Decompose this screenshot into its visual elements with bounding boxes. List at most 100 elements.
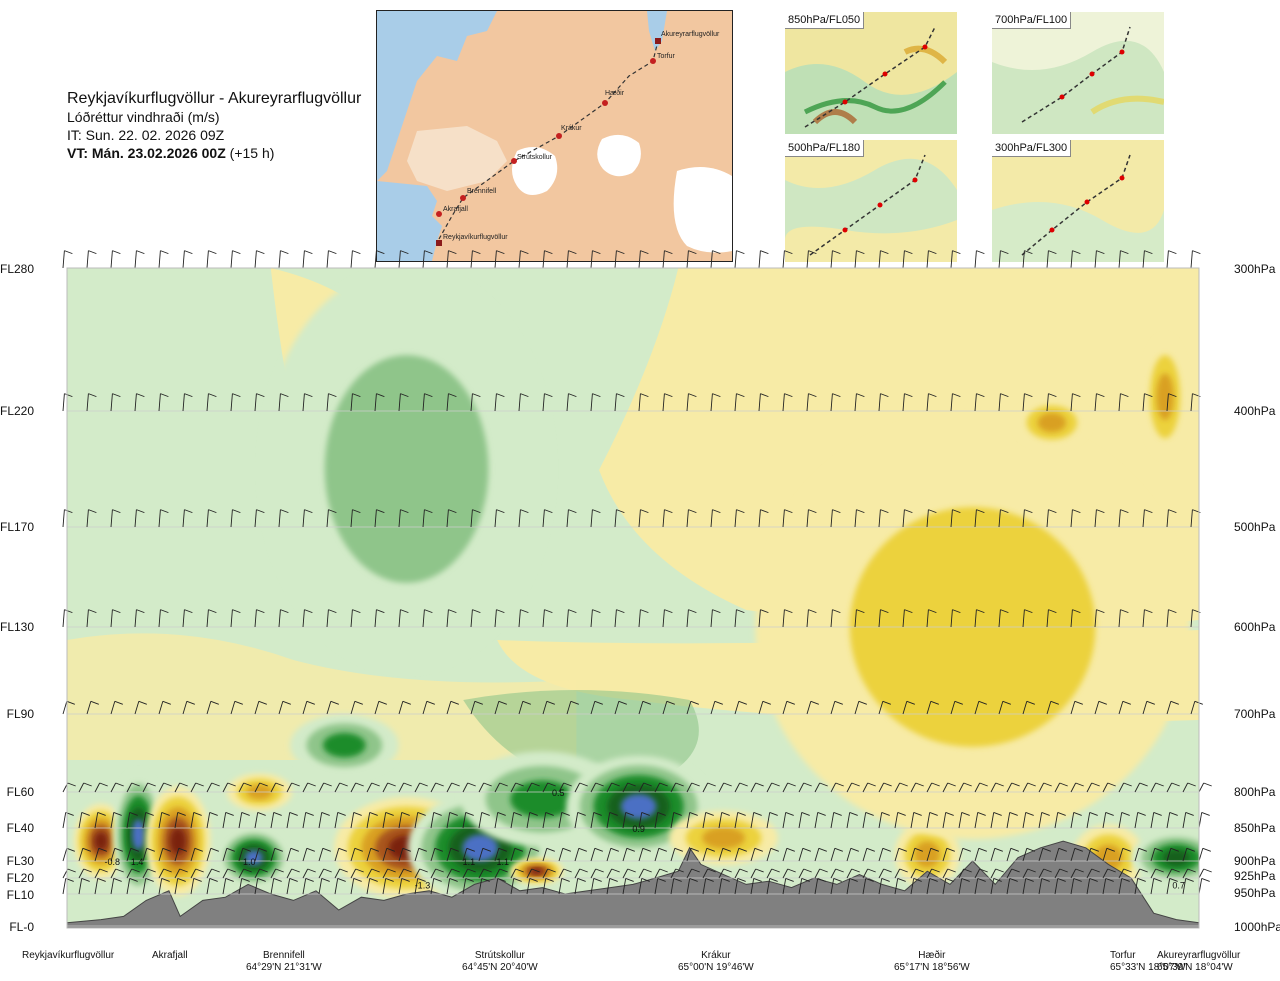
wind-barb (62, 509, 65, 528)
wind-barb (566, 701, 572, 715)
wind-barb-feather (498, 700, 507, 705)
chart-title: Reykjavíkurflugvöllur - Akureyrarflugvöl… (67, 90, 362, 107)
wind-barb (1190, 250, 1193, 269)
wind-barb (350, 393, 353, 412)
wind-barb-feather (546, 700, 555, 705)
wind-barb (734, 868, 741, 879)
wind-barb (158, 848, 164, 862)
wind-barb (1070, 701, 1076, 715)
wind-barb-feather (371, 782, 380, 787)
wind-barb-feather (899, 782, 908, 787)
wind-barb (686, 701, 692, 715)
wind-barb (446, 848, 452, 862)
wind-blob-17-ring-0 (1143, 337, 1187, 457)
wind-barb (510, 878, 515, 895)
wind-barb-feather (723, 782, 732, 787)
wind-barb (702, 878, 707, 895)
wind-barb-feather (784, 609, 793, 614)
wind-barb-feather (568, 393, 577, 398)
wind-barb-feather (513, 811, 522, 816)
wind-barb-feather (147, 782, 156, 787)
wind-blob-3-ring-4 (244, 850, 263, 866)
wind-barb-feather (282, 700, 291, 705)
wind-barb (278, 509, 281, 528)
wind-barb-feather (98, 847, 107, 852)
wind-barb (718, 868, 725, 879)
wind-barb-feather (640, 393, 649, 398)
wind-barb (854, 609, 857, 628)
wind-barb-feather (387, 868, 396, 873)
wind-barb-feather (1203, 782, 1212, 787)
wind-barb-feather (547, 868, 556, 873)
wind-barb-feather (1072, 393, 1081, 398)
wind-barb (606, 782, 613, 793)
wind-barb (798, 782, 805, 793)
wind-barb-feather (354, 700, 363, 705)
wind-barb-feather (163, 868, 172, 873)
wind-barb-feather (546, 847, 555, 852)
wind-barb (62, 609, 65, 628)
wind-barb (222, 868, 229, 879)
wind-barb (1102, 848, 1108, 862)
wind-barb (318, 878, 323, 895)
wind-barb-feather (417, 811, 426, 816)
wind-barb-feather (818, 847, 827, 852)
wind-barb (1182, 812, 1187, 829)
wind-barb (398, 701, 404, 715)
wind-barb-feather (291, 868, 300, 873)
wind-barb-feather (547, 782, 556, 787)
wind-barb (662, 701, 668, 715)
wind-barb-feather (928, 609, 937, 614)
wind-barb-feather (1107, 868, 1116, 873)
wind-barb-feather (1074, 847, 1083, 852)
wind-barb (854, 509, 857, 528)
wind-barb (110, 250, 113, 269)
wind-barb-feather (865, 811, 874, 816)
wind-barb (230, 701, 236, 715)
wind-barb (110, 509, 113, 528)
wind-barb (238, 878, 243, 895)
wind-barb (158, 509, 161, 528)
wind-barb-feather (328, 609, 337, 614)
wind-barb-feather (593, 811, 602, 816)
map-label-torfur: Torfur (657, 53, 676, 60)
wind-barb (574, 868, 581, 879)
wind-barb (62, 848, 68, 862)
wind-barb (86, 609, 89, 628)
wind-barb (318, 868, 325, 879)
wind-barb (1198, 812, 1203, 829)
wind-barb-feather (931, 868, 940, 873)
wind-barb (62, 393, 65, 412)
wind-blob-4-ring-2 (246, 784, 273, 800)
wind-barb-feather (161, 811, 170, 816)
wind-barb (494, 609, 497, 628)
wind-barb-feather (323, 782, 332, 787)
wind-barb-feather (339, 868, 348, 873)
wind-barb-feather (1123, 782, 1132, 787)
wind-barb-feather (755, 868, 764, 873)
wind-barb-feather (289, 811, 298, 816)
wind-barb (230, 250, 233, 269)
wind-barb (750, 868, 757, 879)
wind-barb-feather (1073, 811, 1082, 816)
wind-barb-feather (562, 847, 571, 852)
wind-barb (86, 509, 89, 528)
wind-blob-3-ring-3 (238, 844, 270, 871)
wind-barb-feather (370, 847, 379, 852)
map-fjord-north (647, 11, 667, 51)
fl-label-130: FL130 (0, 620, 35, 634)
wind-barb (806, 509, 809, 528)
wind-barb (950, 509, 953, 528)
map-marker-brennifell (460, 195, 466, 201)
wind-barb-feather (1058, 847, 1067, 852)
mini-map-850: 850hPa/FL050 (785, 12, 957, 134)
wind-barb (974, 868, 981, 879)
wind-barb (326, 701, 332, 715)
wind-barb (398, 509, 401, 528)
wind-barb (574, 848, 580, 862)
wind-barb (430, 868, 437, 879)
wind-barb (894, 848, 900, 862)
wind-barb (1038, 868, 1045, 879)
wind-barb-feather (256, 509, 265, 514)
wind-barb-feather (209, 811, 218, 816)
